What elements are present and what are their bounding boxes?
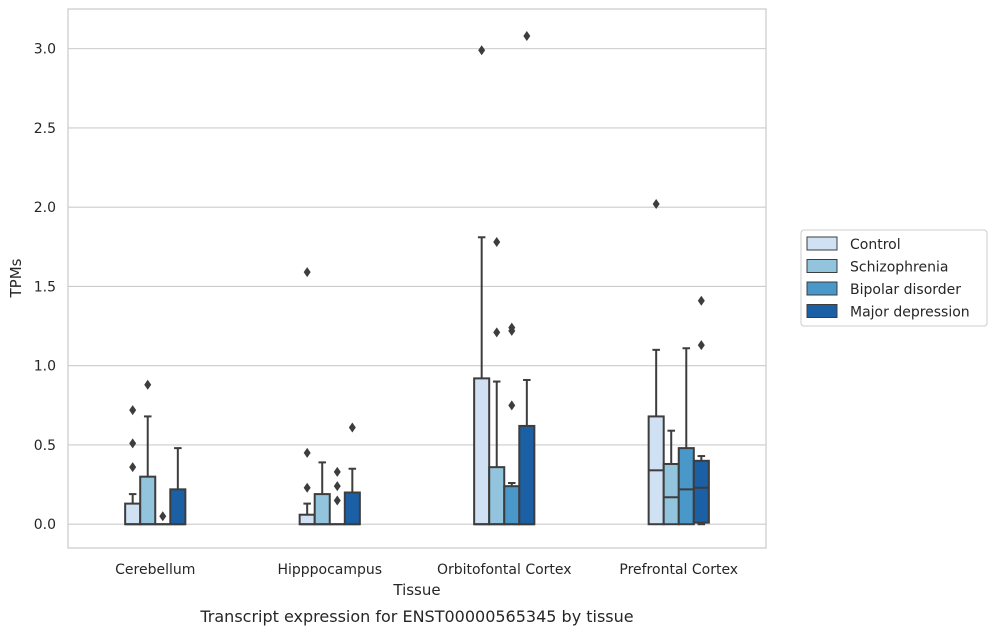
outlier-point [333,495,341,506]
outlier-point [508,322,516,333]
box-major-depression [692,295,710,526]
x-axis-label: Tissue [392,581,440,599]
legend-frame [800,229,988,327]
grid-lines [68,48,766,525]
box-bipolar-disorder [503,322,521,526]
legend-swatch [806,259,838,273]
box-control [647,198,665,526]
y-tick-label: 1.0 [34,359,56,375]
x-tick-label: Orbitofontal Cortex [437,562,572,578]
outlier-point [129,405,137,416]
box-major-depression [343,422,361,526]
outlier-point [129,438,137,449]
y-tick-label: 1.5 [34,279,56,295]
outlier-point [129,462,137,473]
outlier-point [493,327,501,338]
box-iqr [518,424,536,526]
y-tick-label: 3.0 [34,42,56,58]
box-control [124,405,142,526]
y-axis-label: TPMs [7,258,25,298]
box-iqr [298,513,316,526]
box-iqr [473,377,491,526]
box-control [473,45,491,526]
legend-label: Major depression [850,305,970,321]
legend-label: Bipolar disorder [850,282,961,298]
x-tick-label: Prefrontal Cortex [619,562,738,578]
box-iqr [692,459,710,524]
outlier-point [652,198,660,209]
outlier-point [478,45,486,56]
legend-swatch [806,304,838,318]
box-major-depression [518,30,536,526]
box-iqr [488,466,506,526]
box-control [298,267,316,526]
box-schizophrenia [488,237,506,526]
y-tick-label: 0.5 [34,438,56,454]
legend-label: Schizophrenia [850,260,948,276]
box-bipolar-disorder [677,347,695,526]
outlier-point [303,447,311,458]
box-iqr [503,485,521,526]
outlier-point [348,422,356,433]
box-iqr [677,447,695,526]
y-tick-label: 0.0 [34,517,56,533]
x-tick-label: Hipppocampus [277,562,382,578]
x-tick-label: Cerebellum [115,562,195,578]
box-bipolar-disorder [155,511,171,526]
outlier-point [333,481,341,492]
box-iqr [343,491,361,526]
outlier-point [303,267,311,278]
legend-swatch [806,236,838,251]
outlier-point [697,340,705,351]
legend-swatch [806,281,838,296]
box-major-depression [169,447,187,526]
box-bipolar-disorder [329,466,345,526]
outlier-point [508,400,516,411]
plot-area-frame [67,8,767,549]
outlier-point [303,482,311,493]
box-iqr [169,488,187,526]
outlier-point [333,466,341,477]
y-tick-label: 2.0 [34,200,56,216]
box-iqr [139,475,157,526]
legend: Control Schizophrenia Bipolar disorder Majo… [800,229,988,327]
outlier-point [493,237,501,248]
box-iqr [313,493,331,526]
box-schizophrenia [313,461,331,526]
box-iqr [124,502,142,526]
box-schizophrenia [139,379,157,526]
y-tick-labels: 0.0 0.5 1.0 1.5 2.0 2.5 3.0 [34,42,56,534]
outlier-point [159,511,167,522]
figure-caption: Transcript expression for ENST0000056534… [199,607,633,626]
y-tick-label: 2.5 [34,121,56,137]
box-iqr [662,462,680,526]
outlier-point [523,30,531,41]
outlier-point [144,379,152,390]
outlier-point [697,295,705,306]
legend-label: Control [850,237,901,253]
x-tick-labels: Cerebellum Hipppocampus Orbitofontal Corte… [115,562,738,578]
boxes-layer [124,30,710,526]
